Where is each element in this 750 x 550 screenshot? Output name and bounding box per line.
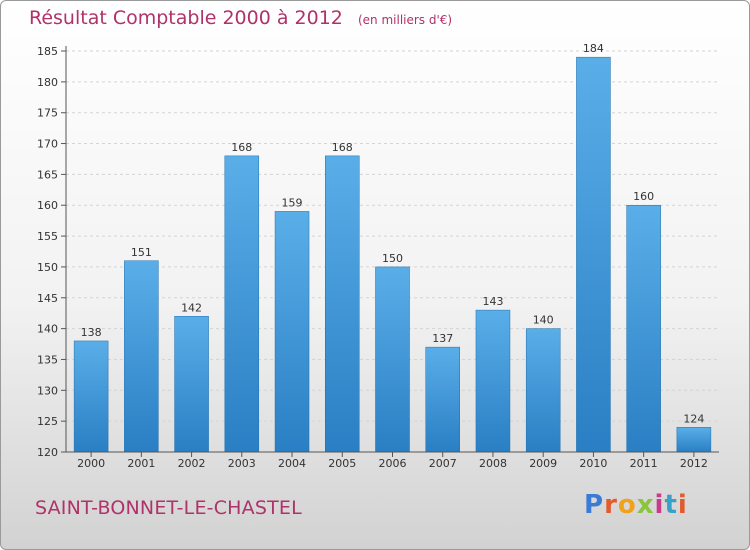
logo-letter: x xyxy=(636,490,655,520)
y-tick-label: 140 xyxy=(37,323,58,336)
x-tick-label: 2001 xyxy=(127,457,155,470)
data-label: 159 xyxy=(282,196,303,209)
bar xyxy=(425,346,460,453)
logo-letter: r xyxy=(604,490,618,520)
bars xyxy=(73,56,712,453)
x-tick-label: 2004 xyxy=(278,457,306,470)
data-label: 168 xyxy=(231,141,252,154)
bar xyxy=(576,56,611,453)
logo-letter: t xyxy=(664,490,678,520)
data-label: 124 xyxy=(683,412,704,425)
data-label: 151 xyxy=(131,246,152,259)
bar xyxy=(676,427,712,453)
axes: 120 125 130 135 140 145 150 155 160 165 170 175 180 1… xyxy=(37,45,719,470)
y-tick-label: 180 xyxy=(37,76,58,89)
bar xyxy=(325,155,360,453)
y-tick-label: 165 xyxy=(37,168,58,181)
unit-note: (en milliers d'€) xyxy=(357,13,453,27)
data-label: 140 xyxy=(533,314,554,327)
x-tick-label: 2011 xyxy=(630,457,658,470)
y-tick-label: 155 xyxy=(37,230,58,243)
y-tick-label: 130 xyxy=(37,384,58,397)
x-tick-label: 2012 xyxy=(680,457,708,470)
bar xyxy=(626,204,661,453)
data-label: 150 xyxy=(382,252,403,265)
x-tick-label: 2006 xyxy=(379,457,407,470)
y-tick-label: 150 xyxy=(37,261,58,274)
x-tick-label: 2000 xyxy=(77,457,105,470)
y-tick-label: 170 xyxy=(37,138,58,151)
chart-title: Résultat Comptable 2000 à 2012 xyxy=(29,7,343,29)
bar xyxy=(274,211,310,453)
x-tick-label: 2009 xyxy=(529,457,557,470)
y-tick-label: 175 xyxy=(37,107,58,120)
data-label: 137 xyxy=(432,332,453,345)
x-tick-label: 2003 xyxy=(228,457,256,470)
proxiti-logo: Proxiti xyxy=(584,490,688,520)
x-tick-label: 2005 xyxy=(328,457,356,470)
data-label: 138 xyxy=(81,326,102,339)
bar xyxy=(525,328,561,453)
x-tick-label: 2007 xyxy=(429,457,457,470)
bar xyxy=(224,155,260,453)
x-tick-label: 2008 xyxy=(479,457,507,470)
logo-letter: i xyxy=(654,490,665,520)
y-tick-label: 135 xyxy=(37,353,58,366)
y-tick-label: 160 xyxy=(37,199,58,212)
y-tick-label: 125 xyxy=(37,415,58,428)
data-label: 168 xyxy=(332,141,353,154)
y-tick-label: 145 xyxy=(37,292,58,305)
commune-name: SAINT-BONNET-LE-CHASTEL xyxy=(35,497,302,519)
bar xyxy=(124,260,159,453)
logo-letter: i xyxy=(677,490,688,520)
logo-letter: P xyxy=(584,490,605,520)
data-label: 184 xyxy=(583,42,604,55)
data-label: 143 xyxy=(482,295,503,308)
data-label: 160 xyxy=(633,190,654,203)
bar xyxy=(475,309,511,453)
bar xyxy=(73,340,109,453)
chart-title-block: Résultat Comptable 2000 à 2012 (en milli… xyxy=(29,7,452,29)
logo-letter: o xyxy=(617,490,637,520)
x-tick-label: 2010 xyxy=(579,457,607,470)
y-tick-label: 120 xyxy=(37,446,58,459)
x-tick-label: 2002 xyxy=(178,457,206,470)
bar xyxy=(375,266,410,453)
labels: 138 151 142 168 159 168 150 137 143 140 184 160 124 xyxy=(81,42,705,425)
bar xyxy=(174,316,209,453)
y-tick-label: 185 xyxy=(37,45,58,58)
data-label: 142 xyxy=(181,301,202,314)
